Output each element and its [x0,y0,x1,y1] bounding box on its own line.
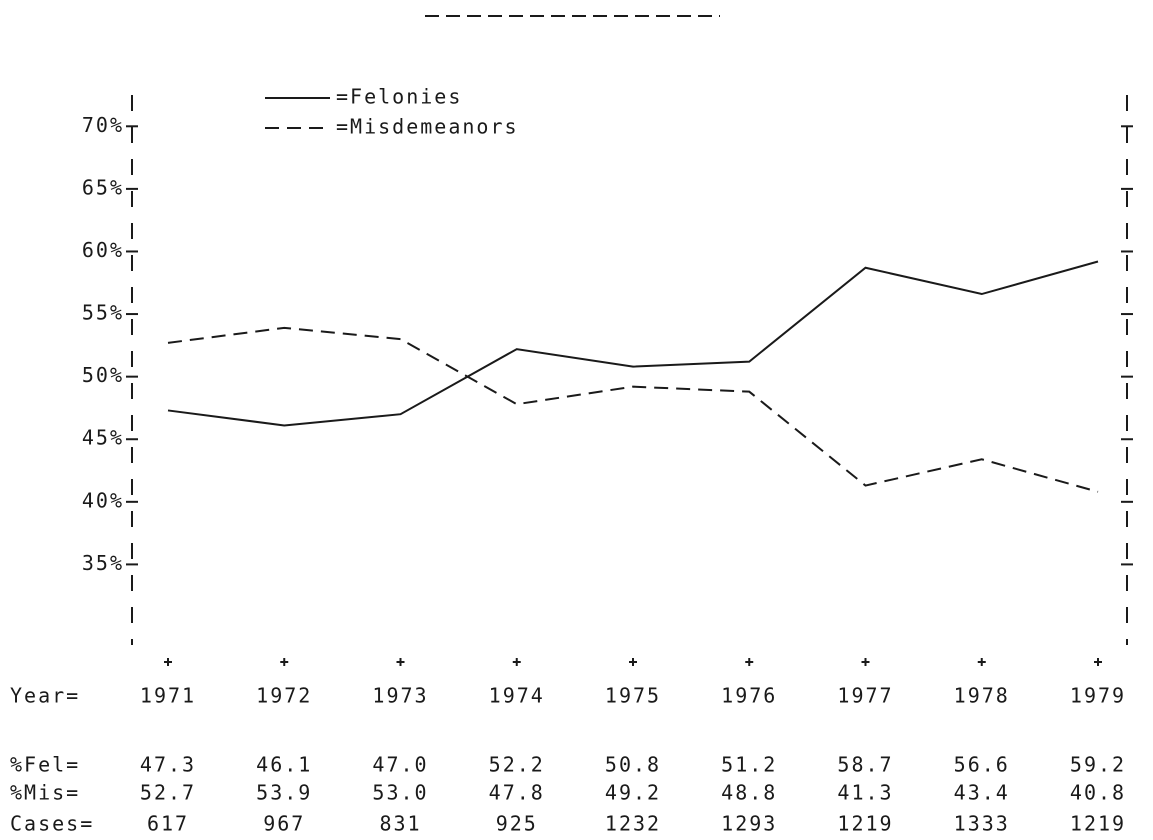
table-value: 1333 [954,812,1010,836]
table-value: 58.7 [837,753,893,777]
x-tick-label: 1978 [954,684,1010,708]
table-value: 48.8 [721,781,777,805]
x-tick-label: 1975 [605,684,661,708]
table-row-label: %Fel= [10,753,80,777]
table-value: 40.8 [1070,781,1126,805]
y-tick-label: 70% [82,113,124,137]
y-tick-label: 60% [82,238,124,262]
x-tick-label: 1979 [1070,684,1126,708]
y-tick-label: 55% [82,301,124,325]
table-value: 49.2 [605,781,661,805]
table-value: 1232 [605,812,661,836]
x-tick-label: 1972 [256,684,312,708]
x-tick-label: 1976 [721,684,777,708]
y-tick-label: 50% [82,363,124,387]
y-tick-label: 40% [82,488,124,512]
table-value: 1219 [837,812,893,836]
table-value: 47.3 [140,753,196,777]
table-value: 41.3 [837,781,893,805]
table-value: 53.9 [256,781,312,805]
table-value: 967 [263,812,305,836]
table-value: 43.4 [954,781,1010,805]
y-tick-label: 65% [82,175,124,199]
series-line [167,260,1099,427]
table-value: 925 [496,812,538,836]
table-value: 51.2 [721,753,777,777]
table-value: 1293 [721,812,777,836]
table-value: 47.8 [489,781,545,805]
x-tick-label: 1977 [837,684,893,708]
x-tick-label: 1974 [489,684,545,708]
table-value: 46.1 [256,753,312,777]
table-row-label: Cases= [10,812,94,836]
table-value: 56.6 [954,753,1010,777]
table-value: 50.8 [605,753,661,777]
table-value: 1219 [1070,812,1126,836]
legend-label: =Felonies [336,85,462,109]
table-value: 831 [379,812,421,836]
table-row-label: %Mis= [10,781,80,805]
x-tick-label: 1973 [372,684,428,708]
table-value: 47.0 [372,753,428,777]
table-value: 59.2 [1070,753,1126,777]
table-value: 617 [147,812,189,836]
table-value: 52.7 [140,781,196,805]
y-tick-label: 45% [82,426,124,450]
y-tick-label: 35% [82,551,124,575]
legend-label: =Misdemeanors [336,115,519,139]
table-value: 52.2 [489,753,545,777]
table-value: 53.0 [372,781,428,805]
series-line [167,326,1099,493]
x-tick-label: 1971 [140,684,196,708]
category-row-label: Year= [10,684,80,708]
